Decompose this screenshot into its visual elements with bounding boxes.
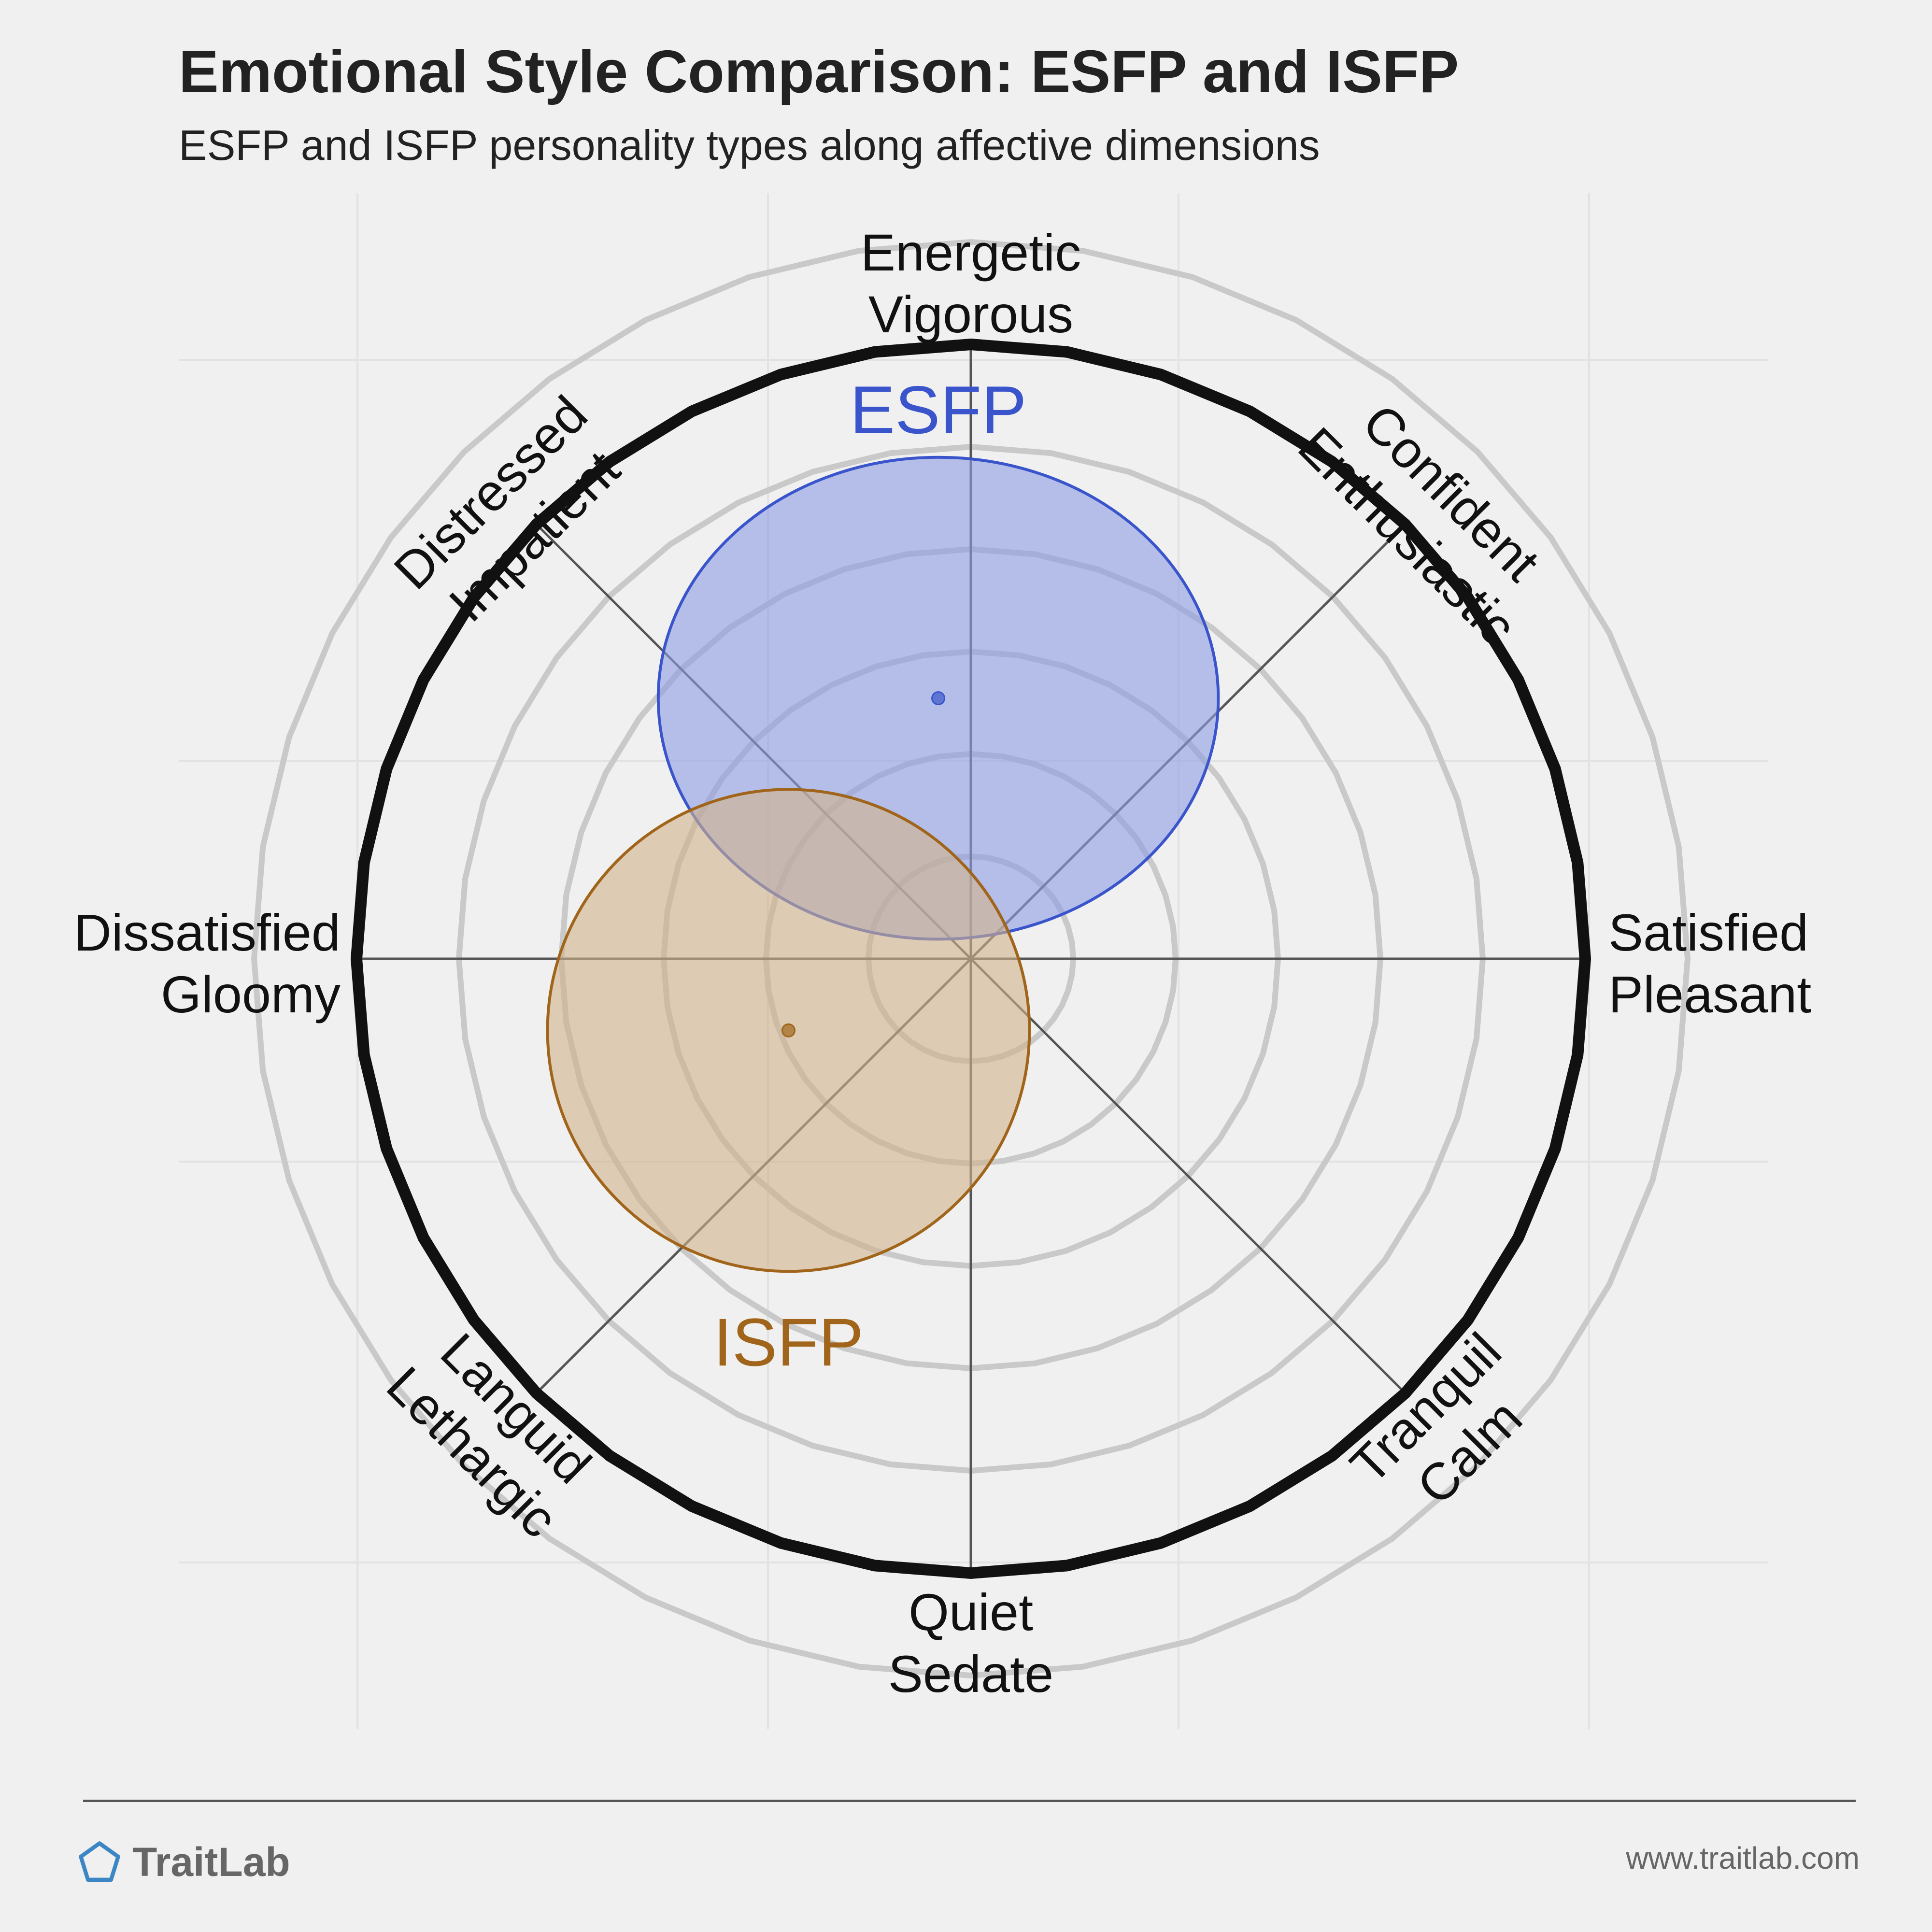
axis-label-quiet-line-1: Quiet: [909, 1583, 1033, 1641]
outer-ring: [350, 338, 1591, 1579]
axis-label-dissatisfied-line-1: Dissatisfied: [74, 903, 341, 962]
pentagon-icon: [79, 1841, 120, 1882]
series-point-esfp: [931, 691, 946, 706]
axis-label-energetic-line-2: Vigorous: [868, 285, 1073, 343]
series-layer: ESFP ISFP: [546, 372, 1220, 1380]
axis-label-dissatisfied-line-2: Gloomy: [161, 965, 341, 1023]
brand-name: TraitLab: [132, 1839, 290, 1885]
site-url[interactable]: www.traitlab.com: [1626, 1841, 1860, 1875]
axis-label-satisfied-line-2: Pleasant: [1608, 965, 1811, 1023]
axis-label-energetic-line-1: Energetic: [861, 223, 1081, 282]
brand-logo[interactable]: TraitLab: [77, 1835, 290, 1889]
series-label-isfp: ISFP: [713, 1304, 864, 1380]
chart-subtitle: ESFP and ISFP personality types along af…: [179, 121, 1320, 169]
chart-title: Emotional Style Comparison: ESFP and ISF…: [179, 39, 1459, 105]
series-label-esfp: ESFP: [850, 372, 1027, 448]
axis-label-satisfied-line-1: Satisfied: [1608, 903, 1808, 962]
outer-ring-shape: [350, 338, 1591, 1579]
series-point-isfp: [781, 1023, 796, 1037]
axis-label-quiet-line-2: Sedate: [888, 1645, 1053, 1703]
footer-divider: [83, 1800, 1856, 1802]
ring-7: [251, 239, 1691, 1679]
